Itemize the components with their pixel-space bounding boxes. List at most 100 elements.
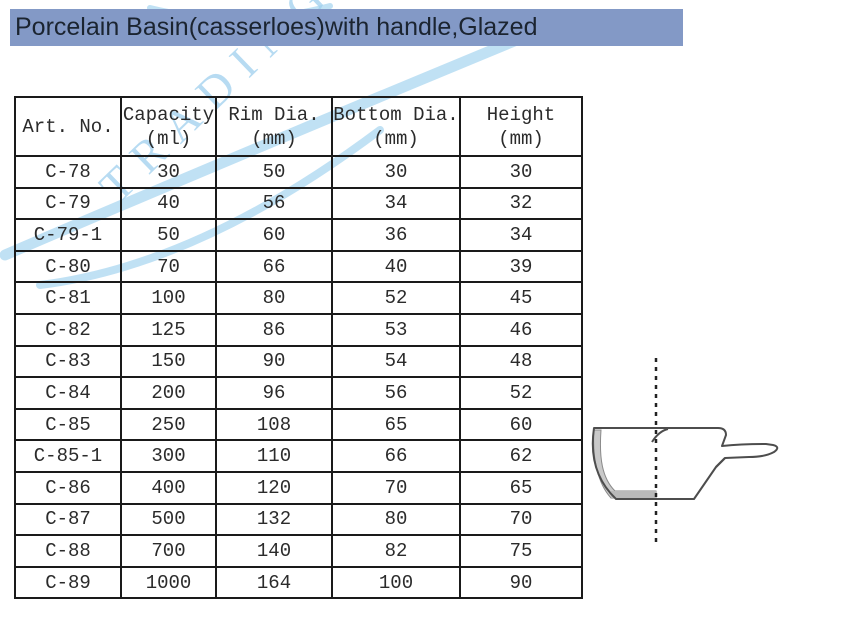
table-cell: 60 bbox=[459, 407, 583, 442]
table-cell: 80 bbox=[331, 502, 461, 537]
table-row: C-89 1000 164 100 90 bbox=[14, 565, 583, 600]
table-cell: 96 bbox=[215, 376, 333, 410]
table-cell: 66 bbox=[215, 249, 333, 284]
table-row: C-78 30 50 30 30 bbox=[14, 155, 583, 189]
table-cell: 86 bbox=[215, 312, 333, 347]
table-cell: 300 bbox=[120, 439, 217, 473]
table-cell: 90 bbox=[459, 565, 583, 600]
table-cell: 62 bbox=[459, 439, 583, 473]
header-row: Art. No. Capacity (ml) Rim Dia. (mm) Bot… bbox=[14, 96, 583, 157]
table-cell: 34 bbox=[331, 186, 461, 221]
table-cell: 82 bbox=[331, 534, 461, 568]
table-cell: 60 bbox=[215, 218, 333, 252]
col-header-art-no: Art. No. bbox=[14, 96, 122, 157]
table-cell: 400 bbox=[120, 470, 217, 505]
table-cell: 140 bbox=[215, 534, 333, 568]
table-cell: 45 bbox=[459, 281, 583, 315]
table-cell: 46 bbox=[459, 312, 583, 347]
table-cell: C-86 bbox=[14, 470, 122, 505]
table-cell: 150 bbox=[120, 344, 217, 379]
table-cell: 250 bbox=[120, 407, 217, 442]
spec-table-header: Art. No. Capacity (ml) Rim Dia. (mm) Bot… bbox=[14, 96, 583, 157]
table-row: C-87 500 132 80 70 bbox=[14, 502, 583, 537]
table-cell: 80 bbox=[215, 281, 333, 315]
table-cell: 110 bbox=[215, 439, 333, 473]
spec-table: Art. No. Capacity (ml) Rim Dia. (mm) Bot… bbox=[14, 96, 583, 600]
header-unit: (mm) bbox=[373, 127, 419, 150]
col-header-bottom-dia: Bottom Dia. (mm) bbox=[331, 96, 461, 157]
col-header-rim-dia: Rim Dia. (mm) bbox=[215, 96, 333, 157]
table-cell: 54 bbox=[331, 344, 461, 379]
table-cell: C-79 bbox=[14, 186, 122, 221]
header-unit: (mm) bbox=[498, 127, 544, 150]
table-cell: 66 bbox=[331, 439, 461, 473]
table-cell: 40 bbox=[120, 186, 217, 221]
header-label: Rim Dia. bbox=[228, 103, 320, 126]
table-cell: 48 bbox=[459, 344, 583, 379]
handle-bracket-line bbox=[715, 457, 726, 468]
table-cell: 90 bbox=[215, 344, 333, 379]
table-row: C-79 40 56 34 32 bbox=[14, 186, 583, 221]
header-label: Bottom Dia. bbox=[333, 103, 459, 126]
table-cell: 32 bbox=[459, 186, 583, 221]
table-cell: 53 bbox=[331, 312, 461, 347]
basin-section-diagram bbox=[591, 358, 779, 546]
header-label: Capacity bbox=[122, 103, 215, 126]
spout-notch bbox=[651, 428, 669, 443]
table-cell: 52 bbox=[459, 376, 583, 410]
table-row: C-80 70 66 40 39 bbox=[14, 249, 583, 284]
table-cell: 125 bbox=[120, 312, 217, 347]
table-cell: 200 bbox=[120, 376, 217, 410]
table-row: C-82 125 86 53 46 bbox=[14, 312, 583, 347]
table-cell: 30 bbox=[120, 155, 217, 189]
table-cell: 56 bbox=[331, 376, 461, 410]
table-cell: 50 bbox=[215, 155, 333, 189]
col-header-capacity: Capacity (ml) bbox=[120, 96, 217, 157]
table-cell: C-82 bbox=[14, 312, 122, 347]
table-cell: 108 bbox=[215, 407, 333, 442]
table-cell: C-88 bbox=[14, 534, 122, 568]
table-cell: C-79-1 bbox=[14, 218, 122, 252]
table-row: C-83 150 90 54 48 bbox=[14, 344, 583, 379]
header-unit: (mm) bbox=[251, 127, 297, 150]
table-cell: 30 bbox=[331, 155, 461, 189]
table-cell: 164 bbox=[215, 565, 333, 600]
table-cell: 75 bbox=[459, 534, 583, 568]
table-row: C-81 100 80 52 45 bbox=[14, 281, 583, 315]
table-cell: C-87 bbox=[14, 502, 122, 537]
table-cell: C-84 bbox=[14, 376, 122, 410]
table-cell: 100 bbox=[331, 565, 461, 600]
table-cell: 1000 bbox=[120, 565, 217, 600]
table-cell: 500 bbox=[120, 502, 217, 537]
header-label: Height bbox=[486, 103, 556, 126]
table-cell: 70 bbox=[120, 249, 217, 284]
table-cell: 65 bbox=[459, 470, 583, 505]
header-unit: (ml) bbox=[145, 127, 192, 150]
table-cell: C-78 bbox=[14, 155, 122, 189]
table-row: C-85-1 300 110 66 62 bbox=[14, 439, 583, 473]
table-cell: 100 bbox=[120, 281, 217, 315]
table-cell: C-85 bbox=[14, 407, 122, 442]
table-cell: 700 bbox=[120, 534, 217, 568]
title-bar: Porcelain Basin(casserloes)with handle,G… bbox=[10, 9, 683, 46]
table-cell: 70 bbox=[459, 502, 583, 537]
table-cell: 39 bbox=[459, 249, 583, 284]
basin-bottom-band bbox=[611, 491, 656, 498]
table-cell: C-80 bbox=[14, 249, 122, 284]
table-cell: C-89 bbox=[14, 565, 122, 600]
table-cell: 52 bbox=[331, 281, 461, 315]
table-row: C-79-1 50 60 36 34 bbox=[14, 218, 583, 252]
table-cell: 34 bbox=[459, 218, 583, 252]
table-row: C-86 400 120 70 65 bbox=[14, 470, 583, 505]
table-cell: C-81 bbox=[14, 281, 122, 315]
table-row: C-85 250 108 65 60 bbox=[14, 407, 583, 442]
header-label: Art. No. bbox=[22, 115, 114, 138]
table-row: C-84 200 96 56 52 bbox=[14, 376, 583, 410]
table-cell: 56 bbox=[215, 186, 333, 221]
col-header-height: Height (mm) bbox=[459, 96, 583, 157]
table-cell: 132 bbox=[215, 502, 333, 537]
table-cell: 50 bbox=[120, 218, 217, 252]
table-cell: 40 bbox=[331, 249, 461, 284]
table-cell: 36 bbox=[331, 218, 461, 252]
page-title: Porcelain Basin(casserloes)with handle,G… bbox=[15, 13, 538, 41]
